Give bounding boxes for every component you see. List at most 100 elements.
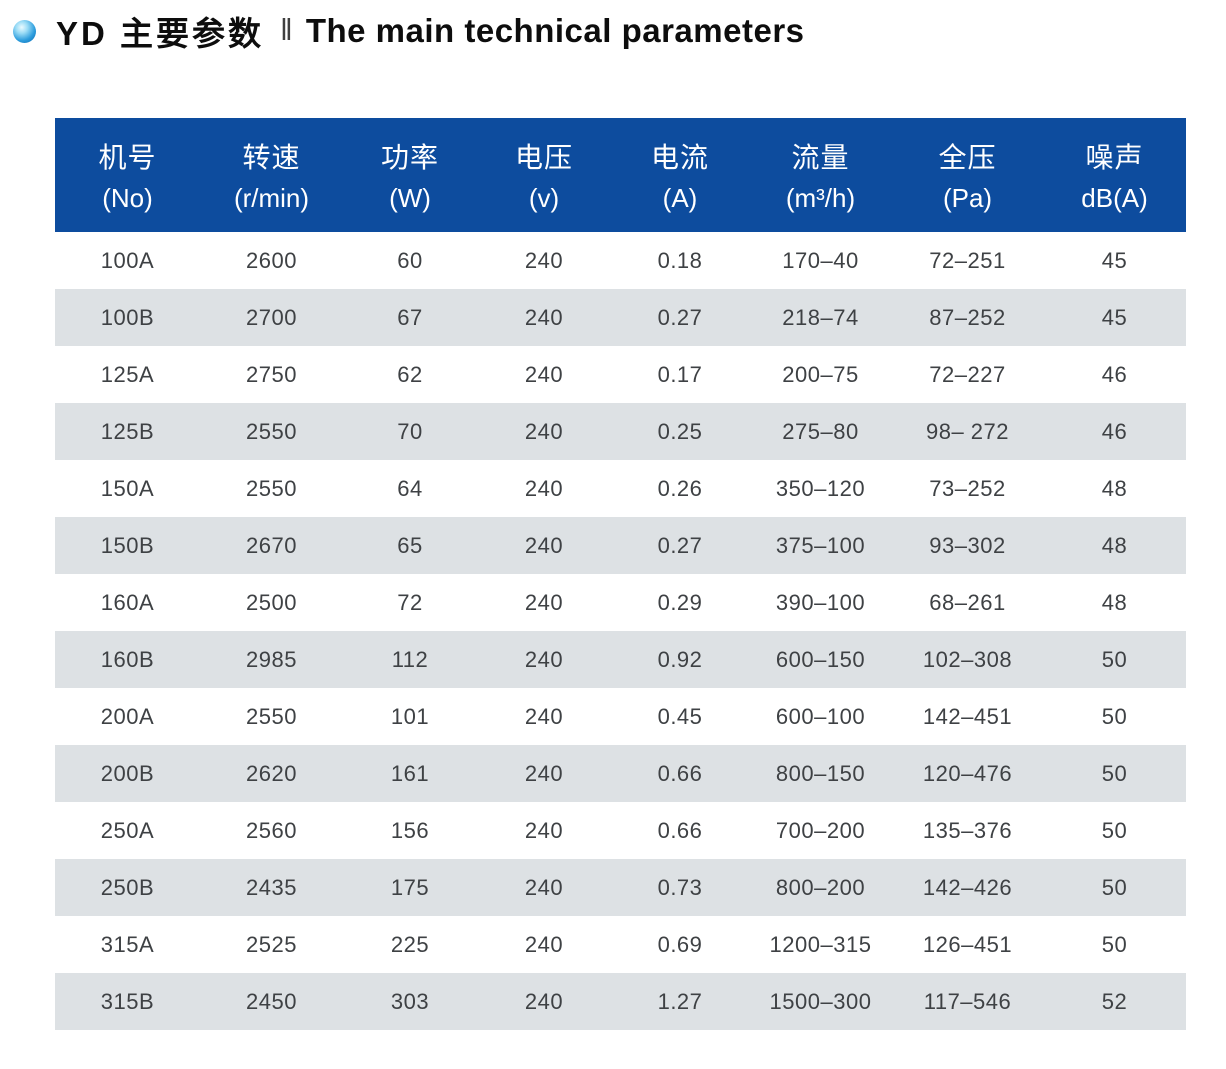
table-cell: 64 [397,475,423,501]
column-unit: dB(A) [1081,183,1148,213]
table-row-125B: 125B 2550 70 240 0.25 275–80 98– 272 46 [55,403,1186,460]
table-cell: 48 [1101,475,1128,501]
table-cell: 150A [100,475,155,501]
table-cell: 275–80 [782,418,859,444]
table-cell: 200–75 [782,361,859,387]
column-title: 电压 [514,142,573,173]
title-english: The main technical parameters [305,12,805,49]
table-cell: 50 [1101,703,1128,729]
table-cell: 2435 [246,874,297,900]
table-row-160B: 160B 2985 112 240 0.92 600–150 102–308 50 [55,631,1186,688]
table-cell: 50 [1101,874,1128,900]
table-cell: 390–100 [775,589,866,615]
column-header-3: 功率 (W) [343,118,477,232]
table-cell: 135–376 [922,817,1013,843]
column-header-8: 噪声 dB(A) [1043,118,1186,232]
table-row-150A: 150A 2550 64 240 0.26 350–120 73–252 48 [55,460,1186,517]
table-cell: 240 [524,304,564,330]
table-cell: 0.18 [657,247,703,273]
table-cell: 2450 [246,988,297,1014]
table-cell: 2525 [246,931,297,957]
table-row-315B: 315B 2450 303 240 1.27 1500–300 117–546 52 [55,973,1186,1030]
table-cell: 0.25 [657,418,703,444]
table-cell: 2700 [246,304,297,330]
column-unit: (No) [102,183,153,213]
column-unit: (A) [662,183,698,213]
table-cell: 50 [1101,817,1128,843]
table-cell: 240 [524,475,564,501]
table-cell: 240 [524,247,564,273]
column-header-1: 机号 (No) [55,118,200,232]
table-cell: 0.27 [657,532,703,558]
table-cell: 67 [397,304,423,330]
column-title: 电流 [650,142,709,173]
table-cell: 65 [397,532,423,558]
table-cell: 142–426 [922,874,1013,900]
table-cell: 52 [1101,988,1128,1014]
column-unit: (Pa) [942,183,993,213]
table-cell: 60 [397,247,423,273]
table-cell: 2560 [246,817,297,843]
table-cell: 240 [524,646,564,672]
table-cell: 48 [1101,589,1128,615]
table-cell: 72 [397,589,423,615]
bullet-icon [13,19,36,43]
table-cell: 0.29 [657,589,703,615]
table-cell: 2550 [246,703,297,729]
table-cell: 0.92 [657,646,703,672]
table-cell: 50 [1101,760,1128,786]
table-cell: 375–100 [775,532,866,558]
table-row-200A: 200A 2550 101 240 0.45 600–100 142–451 50 [55,688,1186,745]
table-cell: 0.27 [657,304,703,330]
table-cell: 2550 [246,418,297,444]
table-cell: 48 [1101,532,1128,558]
parameters-table: 机号 (No) 转速 (r/min) 功率 (W) 电压 (v) 电流 (A) 流量 (m³/h) 全压… [55,118,1186,1030]
table-cell: 45 [1101,247,1128,273]
column-header-5: 电流 (A) [611,118,749,232]
table-cell: 303 [390,988,430,1014]
column-unit: (W) [389,183,431,213]
table-cell: 175 [390,874,430,900]
table-cell: 0.69 [657,931,703,957]
table-cell: 0.26 [657,475,703,501]
column-title: 功率 [380,142,439,173]
column-title: 转速 [242,142,301,173]
page-title: YD 主要参数 ‖ The main technical parameters [13,6,805,56]
column-title: 噪声 [1085,142,1144,173]
table-cell: 1.27 [657,988,703,1014]
column-header-2: 转速 (r/min) [200,118,343,232]
table-cell: 0.45 [657,703,703,729]
table-cell: 125A [100,361,155,387]
table-cell: 161 [390,760,430,786]
table-cell: 72–251 [929,247,1006,273]
table-cell: 142–451 [922,703,1013,729]
column-title: 全压 [938,142,997,173]
table-cell: 170–40 [782,247,859,273]
column-unit: (m³/h) [785,183,856,213]
title-chinese: YD 主要参数 [56,15,265,52]
table-cell: 2750 [246,361,297,387]
table-cell: 1500–300 [769,988,872,1014]
table-cell: 240 [524,988,564,1014]
table-cell: 2600 [246,247,297,273]
table-cell: 225 [390,931,430,957]
table-row-160A: 160A 2500 72 240 0.29 390–100 68–261 48 [55,574,1186,631]
table-cell: 102–308 [922,646,1013,672]
column-header-4: 电压 (v) [477,118,611,232]
table-cell: 200A [100,703,155,729]
table-cell: 218–74 [782,304,859,330]
table-cell: 250A [100,817,155,843]
table-cell: 93–302 [929,532,1006,558]
table-cell: 101 [390,703,430,729]
table-cell: 350–120 [775,475,866,501]
table-cell: 250B [100,874,155,900]
table-cell: 240 [524,532,564,558]
table-row-100B: 100B 2700 67 240 0.27 218–74 87–252 45 [55,289,1186,346]
table-cell: 100A [100,247,155,273]
table-cell: 0.66 [657,760,703,786]
table-body: 100A 2600 60 240 0.18 170–40 72–251 45 100B 2700 6… [55,232,1186,1030]
table-cell: 45 [1101,304,1128,330]
table-cell: 240 [524,589,564,615]
table-row-250B: 250B 2435 175 240 0.73 800–200 142–426 50 [55,859,1186,916]
table-cell: 98– 272 [925,418,1010,444]
